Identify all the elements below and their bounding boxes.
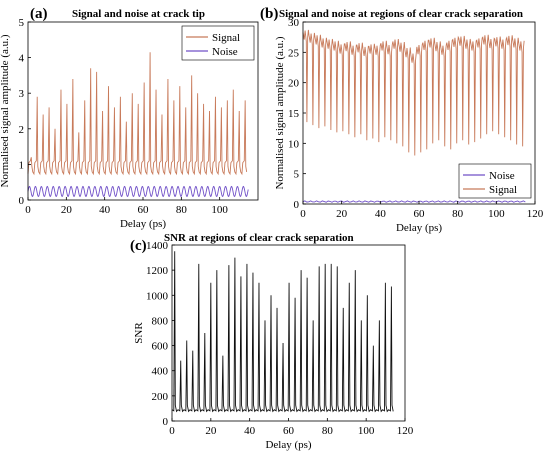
y-tick-label: 0: [294, 199, 300, 211]
x-tick-label: 40: [244, 425, 256, 437]
legend-label-signal: Signal: [212, 32, 240, 44]
x-tick-label: 20: [336, 208, 348, 220]
x-tick-label: 80: [322, 425, 334, 437]
panel-a-x-ticks: 0 20 40 60 80 100: [25, 197, 228, 216]
series-line-signal: [27, 52, 248, 176]
panel-a-legend: Signal Noise: [181, 25, 255, 61]
y-tick-label: 1000: [146, 290, 169, 302]
x-tick-label: 100: [488, 208, 505, 220]
y-tick-label: 400: [152, 366, 169, 378]
y-tick-label: 600: [152, 341, 169, 353]
y-tick-label: 200: [152, 391, 169, 403]
y-tick-label: 4: [19, 53, 25, 65]
y-tick-label: 5: [19, 17, 25, 29]
x-tick-label: 60: [138, 204, 150, 216]
x-tick-label: 60: [283, 425, 295, 437]
x-tick-label: 0: [25, 204, 31, 216]
y-tick-label: 0: [19, 195, 25, 207]
legend-label-noise: Noise: [489, 170, 515, 182]
x-tick-label: 80: [452, 208, 464, 220]
panel-c-marks: [171, 251, 394, 413]
panel-b-y-ticks: 0 5 10 15 20 25 30: [288, 17, 306, 211]
series-line-signal: [302, 29, 525, 156]
panel-a-marks: [27, 52, 249, 197]
panel-a-x-label: Delay (ps): [120, 218, 166, 230]
legend-label-signal: Signal: [489, 184, 517, 196]
y-tick-label: 30: [288, 17, 300, 29]
y-tick-label: 20: [288, 78, 300, 90]
legend-label-noise: Noise: [212, 46, 238, 58]
panel-b-x-label: Delay (ps): [396, 222, 442, 234]
x-tick-label: 0: [169, 425, 175, 437]
panel-a-y-label: Normalised signal amplitude (a.u.): [0, 34, 11, 187]
panel-b-y-label: Normalised signal amplitude (a.u.): [274, 36, 286, 189]
x-tick-label: 60: [414, 208, 426, 220]
series-line-snr: [171, 251, 394, 413]
panel-a: (a) Signal and noise at crack tip 0 20 40 6…: [0, 6, 259, 230]
x-tick-label: 100: [211, 204, 228, 216]
panel-b-legend: Noise Signal: [458, 163, 532, 199]
x-tick-label: 40: [99, 204, 111, 216]
y-tick-label: 2: [19, 124, 25, 136]
panel-c-x-ticks: 0 20 40 60 80 100 120: [169, 418, 414, 437]
series-line-noise: [302, 200, 526, 203]
panel-a-letter: (a): [30, 6, 48, 22]
y-tick-label: 0: [163, 416, 169, 428]
panel-c-y-label: SNR: [133, 322, 145, 344]
y-tick-label: 1: [19, 159, 25, 171]
x-tick-label: 80: [176, 204, 188, 216]
legend-box: [458, 163, 532, 199]
y-tick-label: 5: [294, 169, 300, 181]
panel-c-title: SNR at regions of clear crack separation: [164, 232, 354, 244]
legend-box: [181, 25, 255, 61]
panel-c-x-label: Delay (ps): [265, 439, 311, 451]
y-tick-label: 10: [288, 138, 300, 150]
panel-b-letter: (b): [260, 6, 278, 22]
panel-c-y-ticks: 0 200 400 600 800 1000 1200 1400: [146, 240, 175, 428]
x-tick-label: 20: [61, 204, 73, 216]
x-tick-label: 100: [358, 425, 375, 437]
panel-a-title: Signal and noise at crack tip: [72, 8, 205, 20]
x-tick-label: 40: [375, 208, 387, 220]
y-tick-label: 3: [19, 88, 25, 100]
y-tick-label: 15: [288, 108, 300, 120]
y-tick-label: 800: [152, 315, 169, 327]
x-tick-label: 120: [397, 425, 414, 437]
panel-b: (b) Signal and noise at regions of clear…: [260, 6, 544, 234]
y-tick-label: 1400: [146, 240, 169, 252]
x-tick-label: 0: [300, 208, 306, 220]
panel-a-y-ticks: 0 1 2 3 4 5: [19, 17, 31, 207]
panel-c-letter: (c): [130, 238, 147, 254]
x-tick-label: 20: [205, 425, 217, 437]
series-line-noise: [27, 185, 249, 197]
panel-b-title: Signal and noise at regions of clear cra…: [279, 8, 523, 20]
panel-b-marks: [302, 29, 526, 203]
y-tick-label: 1200: [146, 265, 169, 277]
x-tick-label: 120: [527, 208, 544, 220]
panel-b-x-ticks: 0 20 40 60 80 100 120: [300, 201, 544, 220]
panel-c: (c) SNR at regions of clear crack separa…: [130, 232, 414, 451]
y-tick-label: 25: [288, 47, 300, 59]
